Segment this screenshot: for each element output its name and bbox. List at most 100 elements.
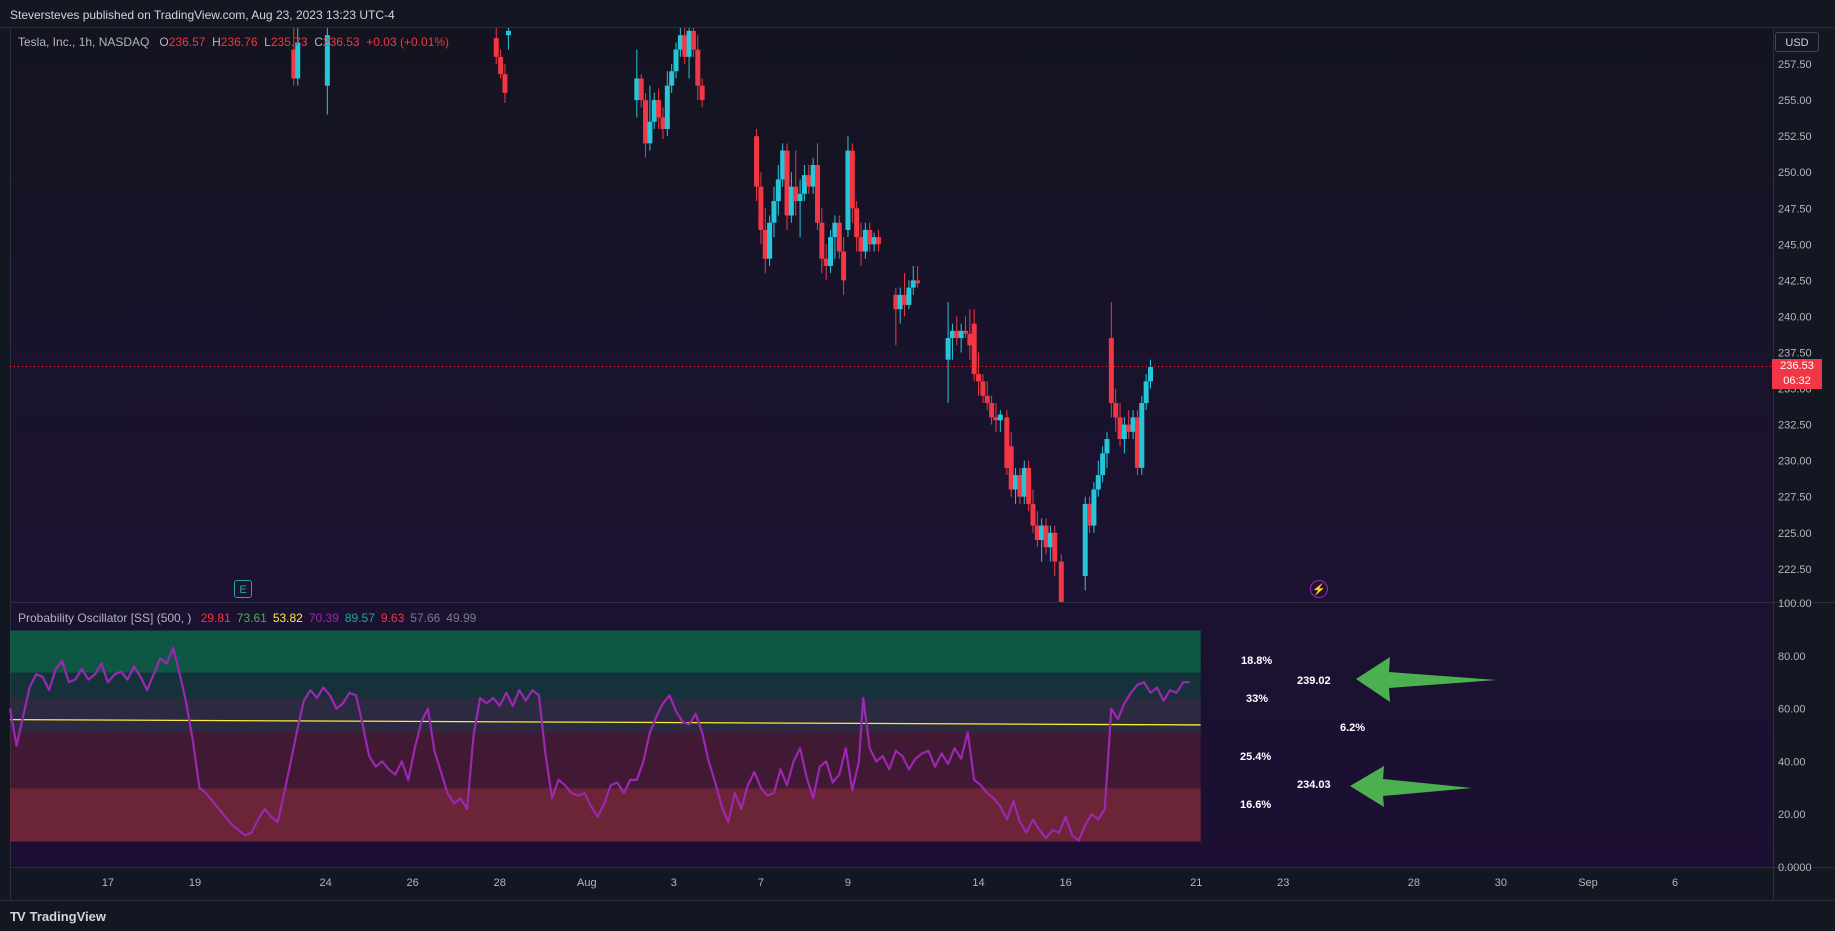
candle-body xyxy=(810,165,816,187)
time-tick-label: 28 xyxy=(494,877,506,889)
candle xyxy=(845,136,851,238)
candle-body xyxy=(897,294,903,310)
price-tick-label: 247.50 xyxy=(1778,203,1812,215)
candle xyxy=(801,165,807,202)
candle-body xyxy=(1100,453,1106,476)
candle xyxy=(867,222,873,252)
candle xyxy=(902,273,908,317)
candle-body xyxy=(762,229,768,259)
time-tick-label: 16 xyxy=(1059,877,1071,889)
oscillator-value: 57.66 xyxy=(410,611,441,625)
price-axis[interactable]: 222.50225.00227.50230.00232.50235.00237.… xyxy=(1778,59,1812,576)
candle xyxy=(677,28,683,57)
candle-body xyxy=(677,35,683,50)
candle xyxy=(291,28,297,86)
candle-body xyxy=(638,78,644,101)
candle-body xyxy=(1108,338,1114,403)
candle xyxy=(699,78,705,108)
candle-body xyxy=(867,229,873,245)
time-tick-label: 9 xyxy=(845,877,851,889)
candle xyxy=(758,172,764,245)
time-tick-label: 14 xyxy=(972,877,984,889)
candle xyxy=(849,143,855,223)
candle-body xyxy=(767,222,773,259)
candle xyxy=(823,244,829,281)
low-label: L xyxy=(264,35,271,49)
candle-body xyxy=(954,330,960,339)
tradingview-logo[interactable]: TV TradingView xyxy=(10,909,106,924)
candle-body xyxy=(660,117,666,129)
candle-body xyxy=(1030,503,1036,526)
dividend-marker[interactable]: ⚡ xyxy=(1310,580,1328,598)
oscillator-line xyxy=(8,646,1190,842)
candle-body xyxy=(875,237,881,245)
oscillator-name[interactable]: Probability Oscillator [SS] (500, ) xyxy=(18,611,192,625)
main-legend[interactable]: Tesla, Inc., 1h, NASDAQ O236.57 H236.76 … xyxy=(18,35,449,49)
upper-mid-zone xyxy=(10,672,1201,699)
candle xyxy=(690,28,696,57)
candle-body xyxy=(1134,417,1140,468)
candle-body xyxy=(845,150,851,230)
candle-body xyxy=(651,100,657,122)
candle-body xyxy=(1126,424,1132,432)
candle xyxy=(784,143,790,230)
candle xyxy=(1126,410,1132,440)
candle xyxy=(984,381,990,411)
oscillator-midline xyxy=(9,718,1201,726)
top-bar: Steversteves published on TradingView.co… xyxy=(0,0,1835,28)
oscillator-legend[interactable]: Probability Oscillator [SS] (500, ) 29.8… xyxy=(18,611,476,625)
price-tick-label: 237.50 xyxy=(1778,347,1812,359)
currency-button[interactable]: USD xyxy=(1775,32,1819,52)
candle xyxy=(1030,489,1036,533)
oscillator-value: 29.81 xyxy=(200,611,231,625)
candle-body xyxy=(971,323,977,375)
candle xyxy=(651,92,657,129)
neutral-zone xyxy=(10,698,1201,733)
candle-body xyxy=(949,330,955,339)
oscillator-value: 9.63 xyxy=(380,611,405,625)
midline-path xyxy=(9,718,1201,726)
candle-body xyxy=(669,71,675,86)
osc-tick-label: 100.00 xyxy=(1778,598,1812,610)
candle xyxy=(673,42,679,79)
mid-pct-label: 6.2% xyxy=(1340,722,1365,734)
candle-body xyxy=(1052,532,1058,562)
candle xyxy=(832,215,838,259)
candle-body xyxy=(502,74,508,93)
candle-body xyxy=(976,374,982,382)
price-tick-label: 250.00 xyxy=(1778,167,1812,179)
candle-body xyxy=(1095,475,1101,490)
time-axis[interactable]: 17 19 24 26 28 Aug 3 7 9 14 16 21 23 28 30 Sep 6 xyxy=(102,877,1678,889)
candle xyxy=(1082,496,1088,591)
time-tick-label: 23 xyxy=(1277,877,1289,889)
candle xyxy=(893,287,899,346)
time-tick-label: 24 xyxy=(319,877,331,889)
candle-body xyxy=(695,49,701,86)
lower-zone xyxy=(10,788,1201,842)
time-tick-label: 19 xyxy=(189,877,201,889)
candle-body xyxy=(498,56,504,75)
oscillator-axis[interactable]: 0.0000 20.00 40.00 60.00 80.00 100.00 xyxy=(1778,598,1812,874)
earnings-marker[interactable]: E xyxy=(234,580,252,598)
candle-body xyxy=(686,30,692,57)
candle-body xyxy=(945,338,951,360)
candle-body xyxy=(841,251,847,281)
symbol-label[interactable]: Tesla, Inc., 1h, NASDAQ xyxy=(18,35,150,49)
candle-body xyxy=(806,175,812,187)
candle xyxy=(1034,511,1040,548)
candle-body xyxy=(656,100,662,118)
candle-body xyxy=(1143,381,1149,403)
candle-body xyxy=(967,333,973,346)
candle-body xyxy=(291,49,297,79)
candle-body xyxy=(836,222,842,252)
candle-body xyxy=(690,30,696,50)
candle xyxy=(963,316,969,339)
upper-zone xyxy=(10,630,1201,673)
candle-body xyxy=(984,395,990,403)
candle xyxy=(841,237,847,295)
candle xyxy=(976,352,982,396)
candle-body xyxy=(793,186,799,202)
candle-body xyxy=(893,294,899,310)
candle-body xyxy=(832,222,838,238)
